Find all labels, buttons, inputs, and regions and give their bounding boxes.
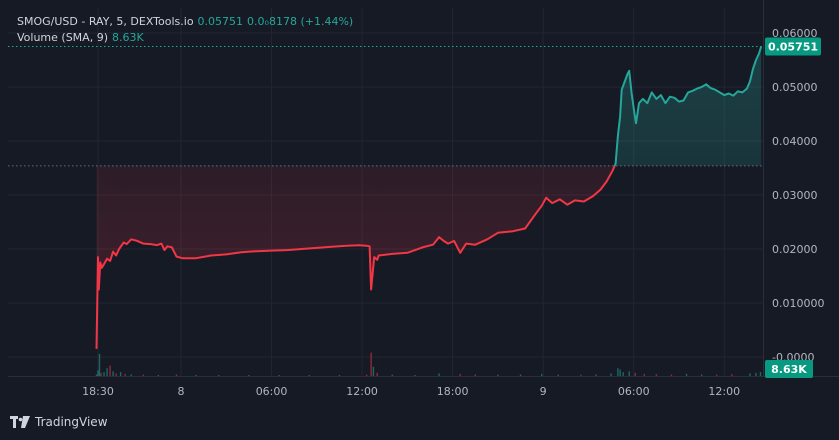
price-line-down (95, 165, 616, 349)
volume-bar (97, 370, 99, 376)
volume-bar (130, 374, 132, 376)
price-line (95, 46, 763, 349)
volume-bar (95, 374, 98, 376)
time-tick-label: 18:30 (82, 385, 114, 398)
volume-bar (580, 374, 582, 376)
tradingview-logo-icon (10, 416, 30, 428)
volume-bar (103, 372, 105, 376)
last-price-badge (765, 37, 821, 56)
volume-bar (365, 374, 368, 376)
volume-bar (716, 374, 718, 376)
volume-bar (759, 372, 762, 376)
volume-bar (474, 374, 476, 376)
volume-bar (218, 375, 220, 376)
price-change: 0.0₀8178 (+1.44%) (247, 15, 354, 28)
volume-bar (195, 374, 197, 376)
volume-bar (106, 368, 108, 376)
last-price-badge-label: 0.05751 (768, 40, 818, 53)
volume-bar (459, 373, 461, 376)
volume-bar (595, 374, 597, 376)
volume-bar (376, 372, 378, 376)
volume-bar (414, 374, 416, 376)
time-tick-label: 06:00 (256, 385, 288, 398)
time-tick-label: 9 (540, 385, 547, 398)
volume-bar (119, 372, 122, 376)
volume-bar (278, 375, 280, 376)
volume-bar (109, 365, 111, 376)
volume-bar (372, 366, 375, 376)
price-tick-label: 0.02000 (772, 243, 818, 256)
price-tick-label: 0.04000 (772, 135, 818, 148)
volume-legend-row[interactable]: Volume (SMA, 9) 8.63K (17, 30, 353, 46)
price-tick-label: 0.03000 (772, 189, 818, 202)
price-line-up (613, 46, 763, 166)
time-tick-label: 12:00 (708, 385, 740, 398)
volume-bar (497, 374, 499, 376)
time-tick-label: 18:00 (437, 385, 469, 398)
volume-bar (610, 373, 612, 376)
volume-bar (519, 374, 522, 376)
price-tick-label: 0.010000 (772, 297, 825, 310)
chart-legend: SMOG/USD - RAY, 5, DEXTools.io 0.05751 0.0… (17, 14, 353, 46)
volume-bar (617, 368, 619, 376)
volume-bar (98, 353, 101, 376)
volume-bar (540, 373, 543, 376)
last-price-value: 0.05751 (197, 15, 244, 28)
volume-bars (95, 352, 762, 376)
volume-bar (557, 374, 559, 376)
volume-bar (700, 374, 703, 376)
tradingview-brand: TradingView (35, 415, 108, 429)
volume-bar (248, 375, 250, 376)
volume-bar (391, 374, 393, 376)
price-tick-label: 0.05000 (772, 81, 818, 94)
volume-bar (685, 373, 688, 376)
volume-bar (622, 372, 624, 376)
volume-bar (100, 372, 102, 376)
area-fill-up (96, 46, 762, 166)
volume-bar (112, 371, 114, 376)
volume-bar (142, 374, 144, 376)
area-fill (8, 45, 763, 349)
time-tick-label: 06:00 (618, 385, 650, 398)
volume-bar (157, 374, 160, 376)
volume-bar (124, 373, 126, 376)
volume-bar (619, 369, 621, 376)
volume-title: Volume (SMA, 9) (17, 31, 108, 44)
volume-bar (115, 373, 117, 376)
area-fill-down (96, 165, 615, 349)
price-tick-label: 0.06000 (772, 27, 818, 40)
tradingview-attribution[interactable]: TradingView (10, 413, 108, 431)
symbol-title: SMOG/USD - RAY, 5, DEXTools.io (17, 15, 194, 28)
volume-bar (755, 372, 757, 376)
volume-bar (308, 375, 310, 376)
axes: 0.06000 0.05000 0.04000 0.03000 0.02000 0.010… (8, 0, 839, 398)
volume-bar (643, 373, 645, 376)
symbol-legend-row[interactable]: SMOG/USD - RAY, 5, DEXTools.io 0.05751 0.0… (17, 14, 353, 30)
volume-bar (438, 373, 440, 376)
time-tick-label: 8 (178, 385, 185, 398)
volume-bar (634, 372, 636, 376)
volume-bar (338, 375, 341, 376)
volume-bar (670, 374, 673, 376)
volume-bar (370, 352, 372, 376)
volume-value: 8.63K (111, 31, 144, 44)
volume-bar (175, 374, 178, 376)
volume-bar (731, 374, 733, 376)
time-tick-label: 12:00 (346, 385, 378, 398)
volume-badge (765, 360, 813, 378)
volume-bar (628, 371, 630, 376)
volume-bar (655, 374, 658, 376)
volume-bar (749, 373, 751, 376)
volume-badge-label: 8.63K (771, 363, 807, 376)
